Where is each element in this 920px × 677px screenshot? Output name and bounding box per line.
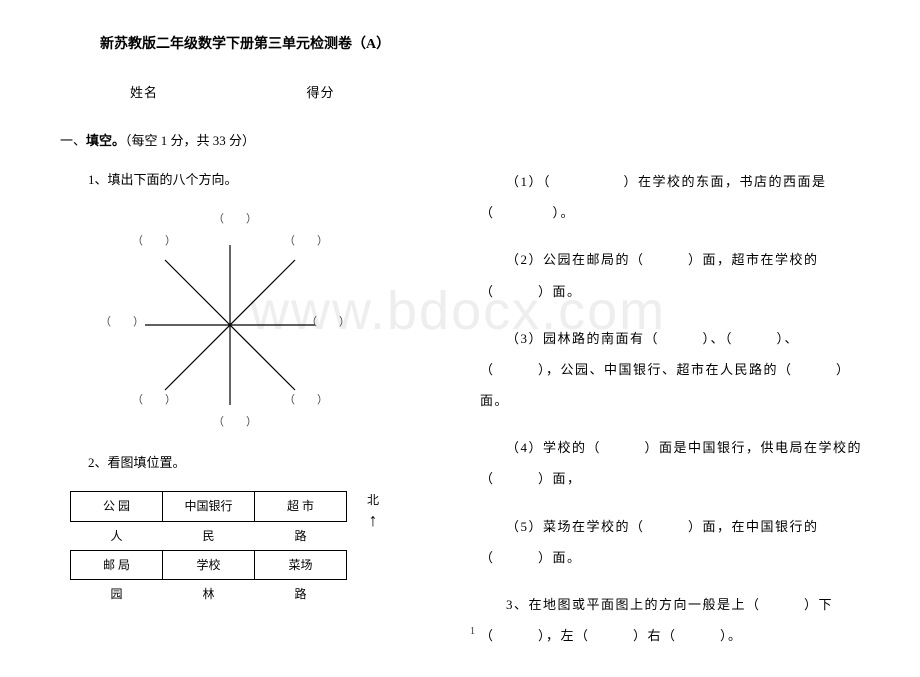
compass-blank-se: （ ） xyxy=(284,388,328,412)
map-table: 公 园 中国银行 超 市 人 民 路 邮 局 学校 菜场 xyxy=(70,491,347,609)
left-column: 1、填出下面的八个方向。 （ ） （ ） （ ） （ ） （ ） （ ） （ xyxy=(60,166,440,609)
map-cell: 邮 局 xyxy=(71,550,163,579)
road-cell: 民 xyxy=(163,521,255,550)
north-arrow-icon: ↑ xyxy=(367,509,379,532)
section-title: 填空。 xyxy=(86,133,125,148)
name-score-line: 姓名 得分 xyxy=(130,79,870,108)
exam-title: 新苏教版二年级数学下册第三单元检测卷（A） xyxy=(100,30,870,61)
name-label: 姓名 xyxy=(130,85,158,100)
road-row: 人 民 路 xyxy=(71,521,347,550)
compass-blank-ne: （ ） xyxy=(284,229,328,253)
score-label: 得分 xyxy=(307,85,335,100)
road-cell: 路 xyxy=(255,580,347,609)
sub-question-2: （2）公园在邮局的（ ）面，超市在学校的（ ）面。 xyxy=(480,244,870,306)
sub-question-4: （4）学校的（ ）面是中国银行，供电局在学校的（ ）面， xyxy=(480,432,870,494)
section-1-header: 一、填空。（每空 1 分，共 33 分） xyxy=(60,127,870,156)
compass-blank-w: （ ） xyxy=(100,310,144,334)
sub-question-5: （5）菜场在学校的（ ）面，在中国银行的（ ）面。 xyxy=(480,511,870,573)
question-2: 2、看图填位置。 xyxy=(88,449,440,478)
north-indicator: 北 ↑ xyxy=(367,493,379,532)
compass-blank-e: （ ） xyxy=(306,310,350,334)
map-cell: 公 园 xyxy=(71,492,163,521)
north-label: 北 xyxy=(367,493,379,509)
compass-blank-sw: （ ） xyxy=(132,388,176,412)
table-row: 邮 局 学校 菜场 xyxy=(71,550,347,579)
road-row: 园 林 路 xyxy=(71,580,347,609)
section-note: （每空 1 分，共 33 分） xyxy=(125,133,255,148)
compass-blank-n: （ ） xyxy=(213,207,257,231)
table-row: 公 园 中国银行 超 市 xyxy=(71,492,347,521)
compass-blank-nw: （ ） xyxy=(132,229,176,253)
sub-question-3: （3）园林路的南面有（ ）、（ ）、（ ），公园、中国银行、超市在人民路的（ ）… xyxy=(480,323,870,417)
road-cell: 路 xyxy=(255,521,347,550)
sub-question-1: （1）（ ）在学校的东面，书店的西面是（ ）。 xyxy=(480,166,870,228)
compass-diagram: （ ） （ ） （ ） （ ） （ ） （ ） （ ） （ ） xyxy=(100,205,360,435)
road-cell: 人 xyxy=(71,521,163,550)
question-3: 3、在地图或平面图上的方向一般是上（ ）下（ ），左（ ）右（ ）。 xyxy=(480,589,870,651)
question-1: 1、填出下面的八个方向。 xyxy=(88,166,440,195)
map-block: 公 园 中国银行 超 市 人 民 路 邮 局 学校 菜场 xyxy=(70,491,440,609)
compass-blank-s: （ ） xyxy=(213,410,257,434)
map-cell: 超 市 xyxy=(255,492,347,521)
right-column: （1）（ ）在学校的东面，书店的西面是（ ）。 （2）公园在邮局的（ ）面，超市… xyxy=(480,166,870,667)
section-prefix: 一、 xyxy=(60,133,86,148)
map-cell: 中国银行 xyxy=(163,492,255,521)
map-cell: 菜场 xyxy=(255,550,347,579)
road-cell: 林 xyxy=(163,580,255,609)
page-content: 新苏教版二年级数学下册第三单元检测卷（A） 姓名 得分 一、填空。（每空 1 分… xyxy=(0,0,920,677)
road-cell: 园 xyxy=(71,580,163,609)
map-cell: 学校 xyxy=(163,550,255,579)
